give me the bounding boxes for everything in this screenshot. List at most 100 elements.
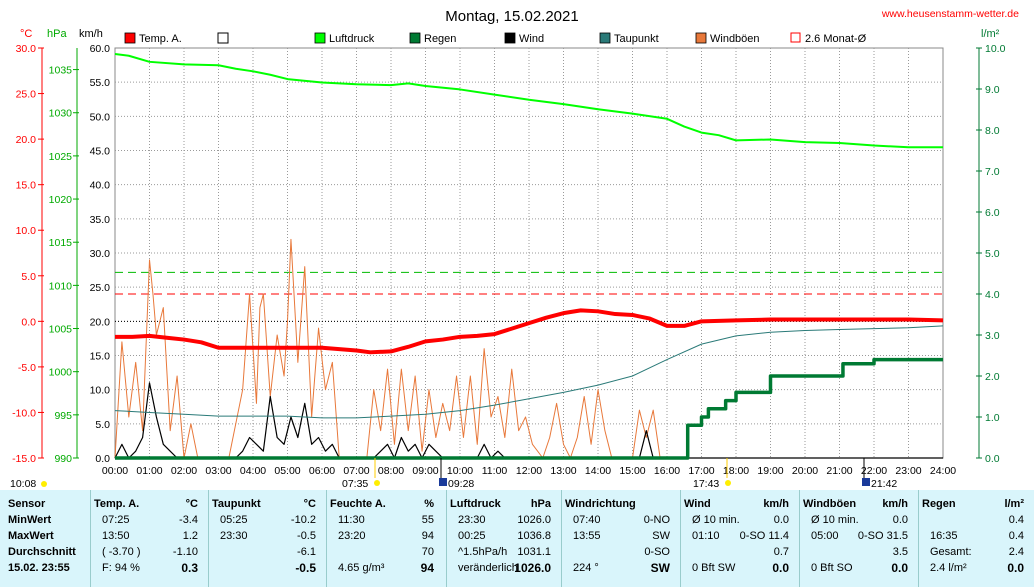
press-tick: 1000 (49, 367, 73, 379)
table-cell-value: 0.7 (773, 546, 789, 558)
table-cell-label: 0 Bft SW (692, 562, 736, 574)
table-cell-label: 4.65 g/m³ (338, 562, 385, 574)
press-tick: 990 (54, 453, 72, 465)
time-tick: 20:00 (792, 465, 818, 477)
table-cell-value: 0-NO (643, 514, 670, 526)
table-cell-label: ^1.5hPa/h (458, 546, 508, 558)
time-tick: 08:00 (378, 465, 404, 477)
table-cell: MinWert (8, 514, 52, 526)
table-cell-value: -0.5 (297, 530, 316, 542)
table-cell-value: 0.0 (891, 561, 908, 575)
legend-label: Wind (519, 33, 544, 45)
table-cell-label: 224 ° (573, 562, 599, 574)
legend-swatch (124, 32, 136, 44)
table-cell: 16:35 0.4 (922, 528, 1030, 544)
time-tick: 00:00 (102, 465, 128, 477)
legend-label: 2.6 Monat-Ø (805, 33, 867, 45)
table-cell: Ø 10 min. 0.0 (684, 512, 795, 528)
table-header: Windböen km/h (803, 496, 914, 512)
table-cell-label: 0 Bft SO (811, 562, 853, 574)
time-tick: 15:00 (619, 465, 645, 477)
press-tick: 995 (54, 410, 72, 422)
table-header: Feuchte A.% (330, 496, 440, 512)
table-cell-label: 05:25 (220, 514, 248, 526)
press-tick: 1025 (49, 151, 73, 163)
table-cell-value: 0-SO (644, 546, 670, 558)
table-cell: ^1.5hPa/h 1031.1 (450, 544, 557, 560)
table-cell-label: 13:55 (573, 530, 601, 542)
series-taupunkt (114, 325, 944, 419)
time-tick: 11:00 (482, 465, 508, 477)
table-cell: 0.4 (922, 512, 1030, 528)
table-header-unit: km/h (882, 498, 908, 510)
legend-swatch (217, 32, 229, 44)
legend-swatch (409, 32, 421, 44)
time-tick: 07:00 (343, 465, 369, 477)
legend-label: Taupunkt (614, 33, 659, 45)
time-tick: 14:00 (585, 465, 611, 477)
table-col-dew: Taupunkt °C 05:25 -10.2 23:30 -0.5 -6.1 -0.5 (212, 490, 322, 587)
site-url: www.heusenstamm-wetter.de (881, 8, 1019, 20)
wind-tick: 55.0 (90, 77, 111, 89)
table-header-label: Temp. A. (94, 498, 140, 510)
rain-tick: 5.0 (985, 248, 1000, 260)
table-cell: 00:25 1036.8 (450, 528, 557, 544)
table-header-label: Feuchte A. (330, 498, 386, 510)
table-cell-value: 0-SO 11.4 (739, 530, 789, 542)
m4-time: 21:42 (871, 478, 897, 490)
sunrise-time: 07:35 (342, 478, 368, 490)
wind-tick: 40.0 (90, 180, 111, 192)
table-separator (680, 490, 681, 587)
wind-tick: 45.0 (90, 146, 111, 158)
table-cell-value: -1.10 (172, 546, 198, 558)
m2-icon (439, 478, 447, 486)
rain-tick: 7.0 (985, 166, 1000, 178)
press-tick: 1015 (49, 237, 73, 249)
temp-tick: 10.0 (16, 225, 37, 237)
table-cell-value: 1.2 (182, 530, 198, 542)
table-cell: F: 94 % 0.3 (94, 560, 204, 576)
table-cell-value: 0.0 (773, 514, 789, 526)
wind-tick: 50.0 (90, 111, 111, 123)
wind-tick: 10.0 (90, 385, 111, 397)
table-cell-value: 1026.0 (514, 561, 551, 575)
table-cell: 23:30 -0.5 (212, 528, 322, 544)
wind-tick: 20.0 (90, 316, 111, 328)
table-col-press: Luftdruck hPa 23:30 1026.0 00:25 1036.8 ^1.5hP… (450, 490, 557, 587)
table-cell-value: SW (650, 561, 670, 575)
table-col-temp: Temp. A. °C 07:25 -3.4 13:50 1.2 ( -3.70 ) -1.1… (94, 490, 204, 587)
table-cell: 07:40 0-NO (565, 512, 676, 528)
legend-swatch (599, 32, 611, 44)
table-header-label: Regen (922, 498, 956, 510)
table-header-label: Luftdruck (450, 498, 501, 510)
wind-tick: 15.0 (90, 351, 111, 363)
table-col-sensor: Sensor MinWert MaxWert Durchschnitt 15.02. 2… (8, 490, 92, 587)
table-cell: 05:25 -10.2 (212, 512, 322, 528)
rain-tick: 8.0 (985, 125, 1000, 137)
marker-left-dot (41, 481, 47, 487)
table-header-unit: % (424, 498, 434, 510)
table-cell-value: 94 (420, 561, 434, 575)
table-cell-value: 0.0 (1007, 561, 1024, 575)
table-cell-value: 94 (421, 530, 434, 542)
table-cell: -0.5 (212, 560, 322, 576)
table-cell-value: 1036.8 (517, 530, 551, 542)
table-cell: 0-SO (565, 544, 676, 560)
temp-tick: -15.0 (12, 453, 36, 465)
time-tick: 01:00 (136, 465, 162, 477)
series-luftdruck (114, 53, 943, 149)
rain-tick: 6.0 (985, 207, 1000, 219)
table-cell-label: 11:30 (338, 514, 365, 526)
time-tick: 09:00 (412, 465, 438, 477)
table-cell: Gesamt: 2.4 (922, 544, 1030, 560)
table-header-unit: km/h (763, 498, 789, 510)
table-header-label: Windrichtung (565, 498, 636, 510)
legend-swatch (790, 32, 801, 43)
temp-tick: 20.0 (16, 134, 37, 146)
wind-unit: km/h (79, 28, 103, 40)
press-tick: 1010 (49, 280, 73, 292)
table-separator (208, 490, 209, 587)
table-cell-label: veränderlich (458, 562, 518, 574)
table-cell: 70 (330, 544, 440, 560)
table-header: Taupunkt °C (212, 496, 322, 512)
